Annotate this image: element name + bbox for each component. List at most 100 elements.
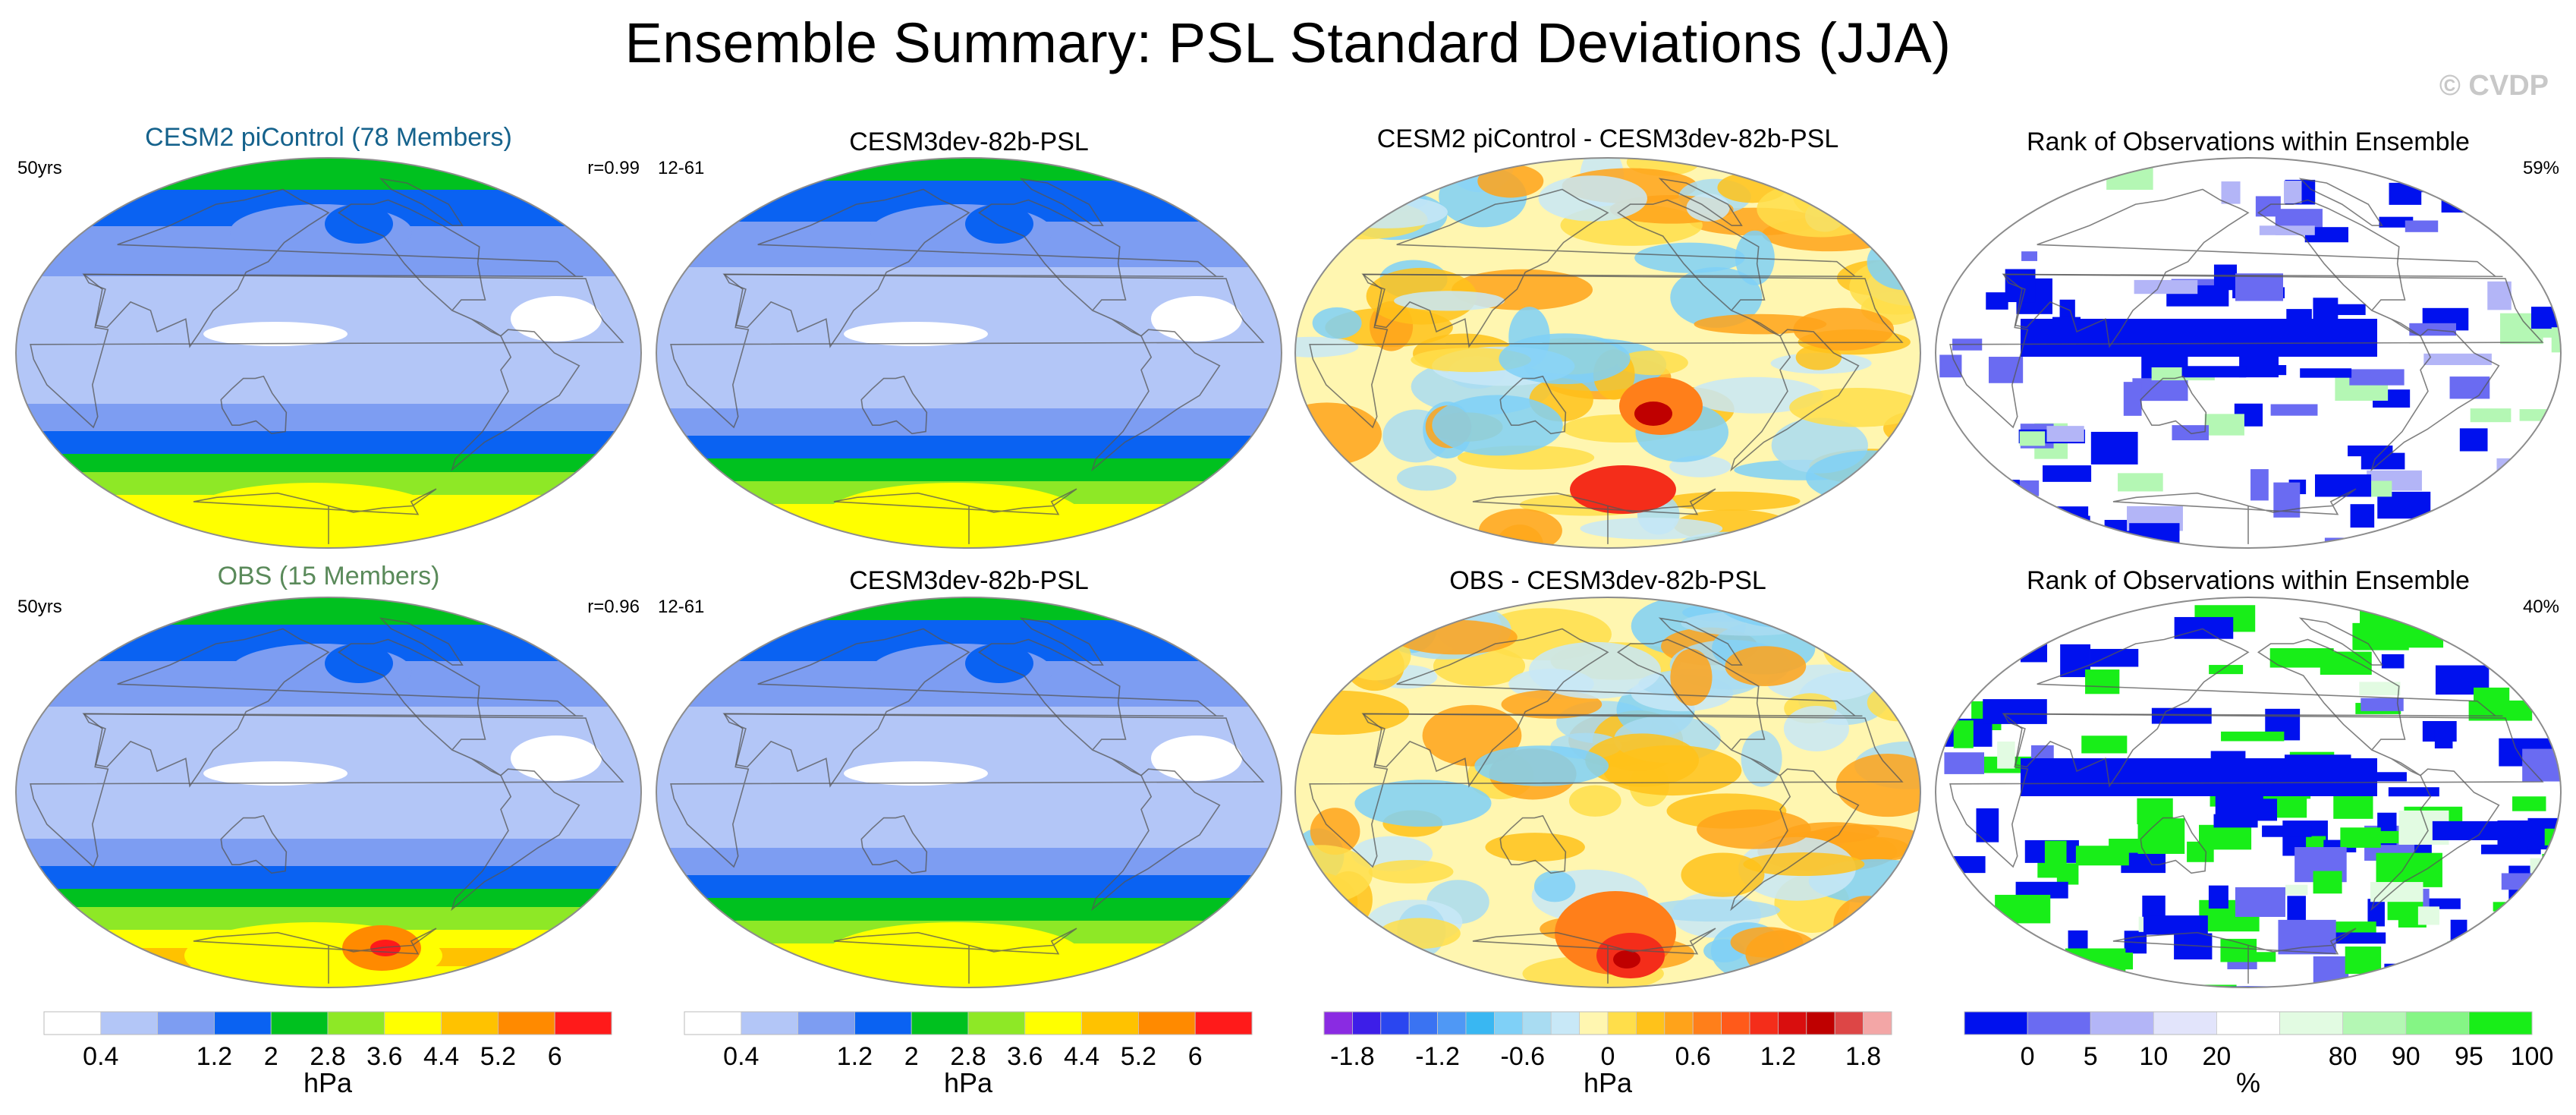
field-band	[16, 376, 641, 382]
coastline	[2112, 928, 2357, 984]
rank-cell	[2109, 838, 2168, 853]
field-band	[16, 739, 641, 744]
field-band	[16, 821, 641, 826]
field-band	[16, 317, 641, 323]
field-band	[16, 880, 641, 885]
rank-cell	[2509, 647, 2530, 662]
coastline	[723, 628, 1224, 788]
rank-cell	[2471, 641, 2509, 654]
rank-cell	[2423, 353, 2492, 365]
colorbar-box	[1323, 1011, 1353, 1035]
rank-cell	[2174, 616, 2234, 639]
rank-cell	[1952, 502, 1992, 534]
field-band	[656, 875, 1282, 880]
field-band	[16, 158, 641, 163]
anomaly-blob	[1741, 730, 1782, 787]
anomaly-blob	[1662, 491, 1801, 511]
coastline	[2298, 178, 2383, 226]
anomaly-blob	[1616, 350, 1688, 376]
field-band	[656, 739, 1282, 744]
anomaly-blob	[1643, 899, 1781, 922]
field-band	[656, 294, 1282, 300]
coastline	[1730, 329, 1860, 472]
rank-cell	[2304, 227, 2348, 243]
anomaly-blob	[1396, 465, 1457, 491]
rank-cell	[2129, 523, 2180, 548]
colorbar-tick-label: -0.6	[1501, 1042, 1546, 1071]
rank-cell	[2512, 796, 2546, 811]
field-band	[656, 884, 1282, 890]
field-band	[656, 322, 1282, 327]
rank-cell	[2544, 828, 2561, 846]
panel-title-p4: Rank of Observations within Ensemble	[2027, 128, 2470, 156]
colorbar-tick-label: 6	[548, 1042, 562, 1071]
colorbar-box	[1778, 1011, 1807, 1035]
anomaly-blob	[1867, 683, 1920, 722]
field-band	[656, 839, 1282, 844]
anomaly-blob	[1295, 402, 1382, 466]
field-band	[656, 199, 1282, 204]
rank-cell	[2530, 858, 2561, 880]
field-band	[16, 866, 641, 871]
field-band	[656, 417, 1282, 423]
rank-cell	[2221, 181, 2241, 204]
rank-cell	[2393, 541, 2454, 548]
anomaly-blob	[1855, 197, 1920, 247]
southern-max	[184, 483, 442, 548]
field-p2	[656, 158, 1282, 548]
field-band	[16, 363, 641, 368]
field-band	[16, 616, 641, 621]
rank-cell	[2447, 941, 2502, 960]
rank-cell	[2474, 687, 2510, 711]
anomaly-blob	[1538, 175, 1648, 222]
field-band	[16, 386, 641, 391]
rank-cell	[2313, 871, 2342, 894]
coastline	[83, 188, 583, 348]
anomaly-blob	[1341, 631, 1411, 681]
anomaly-blob	[1580, 517, 1723, 540]
field-band	[656, 395, 1282, 400]
field-band	[656, 258, 1282, 263]
field-band	[16, 194, 641, 200]
field-band	[16, 784, 641, 789]
map-panel-p8	[1935, 597, 2562, 988]
field-band	[16, 629, 641, 635]
field-band	[16, 748, 641, 753]
low-variance-patch	[203, 322, 348, 346]
anomaly-blob	[1295, 690, 1410, 735]
field-p1	[16, 158, 641, 548]
field-band	[656, 716, 1282, 721]
anomaly-blob	[1323, 195, 1448, 228]
rank-cell	[2090, 431, 2138, 465]
colorbar-box	[854, 1011, 912, 1035]
field-band	[656, 725, 1282, 730]
field-band	[16, 807, 641, 812]
field-band	[16, 176, 641, 181]
rank-cell	[2459, 428, 2488, 452]
field-band	[16, 449, 641, 455]
colorbar-box	[1194, 1011, 1253, 1035]
coastline	[1472, 928, 1716, 984]
map-frame	[656, 597, 1282, 988]
anomaly-blob	[1810, 495, 1920, 535]
rank-cell	[2522, 748, 2561, 782]
rank-cell	[2025, 506, 2089, 530]
rank-cell	[2559, 913, 2561, 929]
field-band	[656, 821, 1282, 826]
rank-cell	[2521, 913, 2549, 928]
colorbar-box	[1380, 1011, 1410, 1035]
field-band	[16, 190, 641, 195]
panel-right-label-p4: 59%	[2522, 158, 2559, 178]
colorbar-tick-label: -1.8	[1330, 1042, 1375, 1071]
field-band	[656, 702, 1282, 707]
map-frame	[656, 157, 1282, 549]
colorbar-box	[2216, 1011, 2280, 1035]
anomaly-blob	[1312, 307, 1362, 339]
colorbar-box	[1081, 1011, 1139, 1035]
field-p4	[1936, 158, 2561, 548]
colorbar-box	[498, 1011, 555, 1035]
field-band	[656, 748, 1282, 753]
colorbar-tick-label: 1.2	[197, 1042, 232, 1071]
field-band	[16, 422, 641, 427]
colorbar-tick-label: 1.2	[1760, 1042, 1796, 1071]
